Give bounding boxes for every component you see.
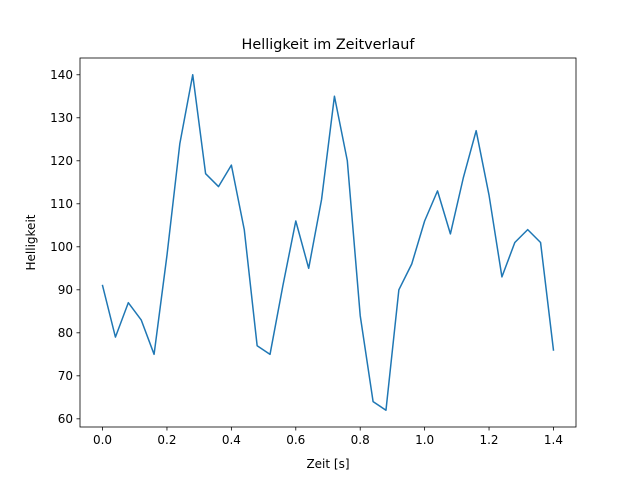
- series-line: [101, 74, 555, 411]
- y-tick-label: 80: [58, 326, 73, 340]
- x-axis-label: Zeit [s]: [306, 457, 349, 471]
- y-tick-label: 60: [58, 412, 73, 426]
- x-axis: 0.0 0.2 0.4 0.6 0.8 1.0 1.2 1.4: [93, 427, 563, 447]
- y-tick-label: 120: [50, 154, 73, 168]
- y-tick-label: 110: [50, 197, 73, 211]
- y-tick-label: 90: [58, 283, 73, 297]
- y-axis: 60 70 80 90 100 110 120 130 140: [50, 68, 80, 426]
- x-tick-label: 1.2: [479, 433, 498, 447]
- x-tick-label: 0.6: [286, 433, 305, 447]
- plot-frame: [79, 57, 577, 428]
- x-tick-label: 0.8: [351, 433, 370, 447]
- x-tick-label: 0.2: [157, 433, 176, 447]
- y-axis-label: Helligkeit: [24, 214, 38, 270]
- x-tick-label: 1.4: [544, 433, 563, 447]
- x-tick-label: 1.0: [415, 433, 434, 447]
- chart-title: Helligkeit im Zeitverlauf: [242, 37, 416, 53]
- y-tick-label: 100: [50, 240, 73, 254]
- x-tick-label: 0.4: [222, 433, 241, 447]
- x-tick-label: 0.0: [93, 433, 112, 447]
- y-tick-label: 130: [50, 111, 73, 125]
- series-group: [101, 74, 555, 411]
- y-tick-label: 70: [58, 369, 73, 383]
- y-tick-label: 140: [50, 68, 73, 82]
